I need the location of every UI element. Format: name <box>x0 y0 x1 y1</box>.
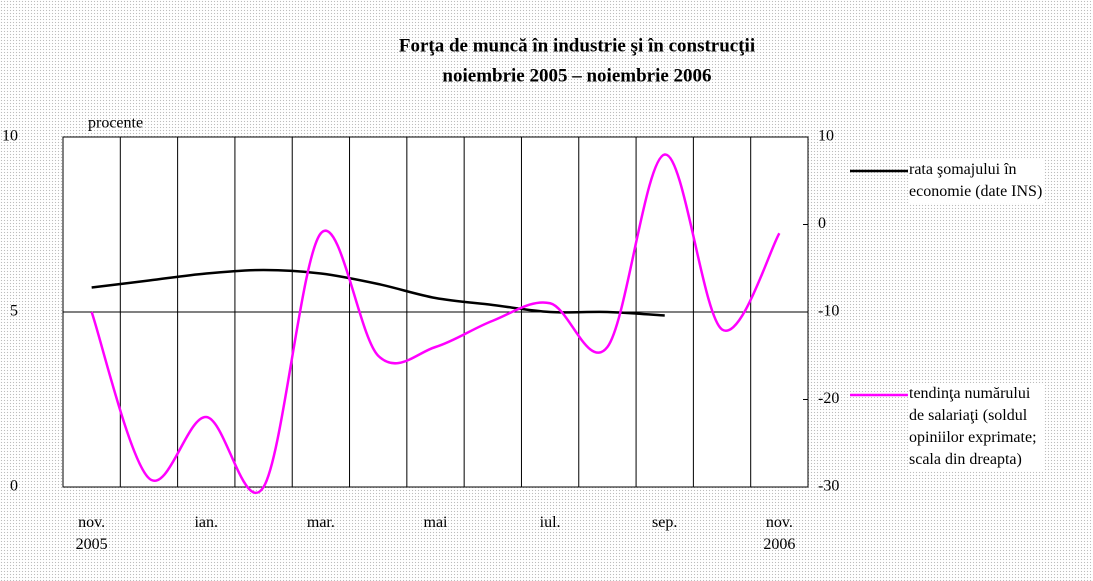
series-line <box>90 153 781 494</box>
x-tick-label: mai <box>423 514 448 531</box>
x-tick-label: sep. <box>652 514 678 531</box>
y2-tick-label: -30 <box>818 478 839 495</box>
y2-tick-label: -20 <box>818 390 839 407</box>
y-axis-label: procente <box>88 115 143 132</box>
x-tick-label: iul. <box>539 514 561 531</box>
chart-title: Forţa de muncă în industrie şi în constr… <box>399 35 755 56</box>
y-tick-label: 5 <box>10 303 18 320</box>
x-tick-label: mar. <box>306 514 335 531</box>
y-tick-label: 0 <box>10 478 18 495</box>
x-tick-label: nov. 2006 <box>763 514 796 553</box>
y2-tick-label: 0 <box>818 215 826 232</box>
series-line <box>91 268 665 317</box>
x-tick-label: nov. 2005 <box>75 514 108 553</box>
y2-tick-label: 10 <box>818 128 834 145</box>
chart-subtitle: noiembrie 2005 – noiembrie 2006 <box>442 65 711 86</box>
y-tick-label: 10 <box>2 128 18 145</box>
y2-tick-label: -10 <box>818 303 839 320</box>
legend-entry: rata şomajului în economie (date INS) <box>909 159 1044 203</box>
legend-entry: tendinţa numărului de salariaţi (soldul … <box>909 383 1044 471</box>
x-tick-label: ian. <box>194 514 219 531</box>
